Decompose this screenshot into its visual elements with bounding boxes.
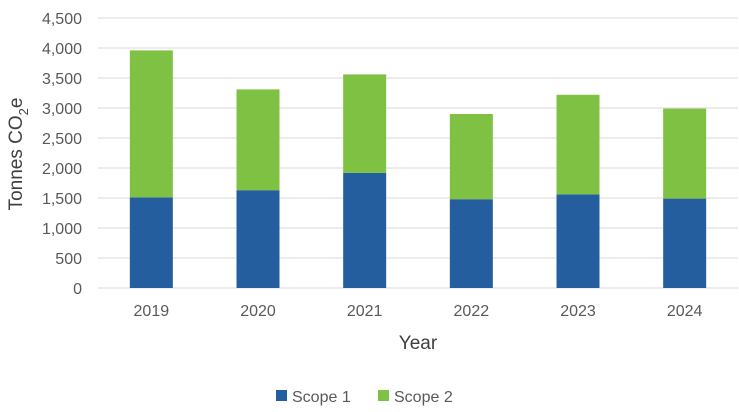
bar-scope-2-2022	[449, 114, 493, 200]
bar-scope-1-2024	[663, 198, 707, 288]
x-tick-label: 2021	[347, 303, 383, 320]
legend-swatch-scope-2	[378, 390, 389, 401]
y-tick-label: 2,000	[42, 161, 82, 178]
legend-label-scope-2: Scope 2	[394, 389, 453, 406]
y-axis-ticks: 0 500 1,000 1,500 2,000 2,500 3,000 3,500 4,000 4…	[42, 11, 82, 298]
bar-scope-1-2020	[236, 190, 280, 288]
y-tick-label: 1,000	[42, 221, 82, 238]
bar-scope-2-2024	[663, 108, 707, 199]
bars	[129, 50, 707, 288]
y-tick-label: 500	[55, 251, 82, 268]
x-tick-label: 2022	[454, 303, 490, 320]
x-tick-label: 2019	[134, 303, 170, 320]
y-tick-label: 4,500	[42, 11, 82, 28]
x-tick-label: 2024	[667, 303, 703, 320]
bar-scope-2-2019	[129, 50, 173, 198]
x-tick-label: 2020	[240, 303, 276, 320]
bar-scope-2-2021	[343, 74, 387, 173]
bar-scope-1-2019	[129, 197, 173, 288]
y-tick-label: 1,500	[42, 191, 82, 208]
bar-scope-1-2021	[343, 172, 387, 288]
x-tick-label: 2023	[560, 303, 596, 320]
y-tick-label: 2,500	[42, 131, 82, 148]
y-tick-label: 3,000	[42, 101, 82, 118]
x-axis-ticks: 2019 2020 2021 2022 2023 2024	[134, 303, 703, 320]
bar-scope-1-2023	[556, 194, 600, 288]
y-axis-title: Tonnes CO2e	[6, 98, 31, 211]
legend-label-scope-1: Scope 1	[292, 389, 351, 406]
bar-scope-2-2023	[556, 94, 600, 195]
y-tick-label: 0	[73, 281, 82, 298]
gridlines	[98, 17, 738, 289]
y-tick-label: 3,500	[42, 71, 82, 88]
legend: Scope 1 Scope 2	[276, 389, 453, 406]
x-axis-title: Year	[399, 333, 438, 354]
y-tick-label: 4,000	[42, 41, 82, 58]
bar-scope-1-2022	[449, 199, 493, 288]
legend-swatch-scope-1	[276, 390, 287, 401]
bar-scope-2-2020	[236, 89, 280, 191]
